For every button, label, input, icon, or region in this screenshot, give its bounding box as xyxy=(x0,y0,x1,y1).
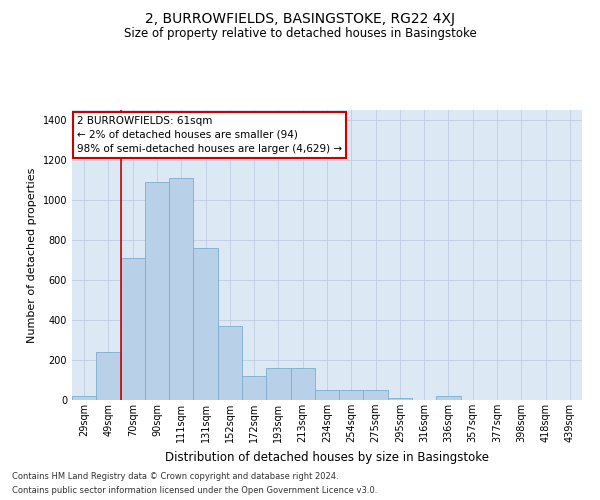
Bar xyxy=(315,390,339,400)
Bar xyxy=(145,182,169,400)
Text: 2 BURROWFIELDS: 61sqm
← 2% of detached houses are smaller (94)
98% of semi-detac: 2 BURROWFIELDS: 61sqm ← 2% of detached h… xyxy=(77,116,342,154)
Bar xyxy=(242,376,266,400)
Bar xyxy=(339,390,364,400)
Text: Contains HM Land Registry data © Crown copyright and database right 2024.: Contains HM Land Registry data © Crown c… xyxy=(12,472,338,481)
Bar xyxy=(266,368,290,400)
Bar xyxy=(72,396,96,400)
Y-axis label: Number of detached properties: Number of detached properties xyxy=(27,168,37,342)
X-axis label: Distribution of detached houses by size in Basingstoke: Distribution of detached houses by size … xyxy=(165,450,489,464)
Bar xyxy=(436,396,461,400)
Bar xyxy=(121,258,145,400)
Text: 2, BURROWFIELDS, BASINGSTOKE, RG22 4XJ: 2, BURROWFIELDS, BASINGSTOKE, RG22 4XJ xyxy=(145,12,455,26)
Bar xyxy=(218,326,242,400)
Text: Size of property relative to detached houses in Basingstoke: Size of property relative to detached ho… xyxy=(124,28,476,40)
Bar xyxy=(290,368,315,400)
Text: Contains public sector information licensed under the Open Government Licence v3: Contains public sector information licen… xyxy=(12,486,377,495)
Bar xyxy=(169,178,193,400)
Bar xyxy=(388,398,412,400)
Bar xyxy=(193,248,218,400)
Bar xyxy=(364,390,388,400)
Bar xyxy=(96,352,121,400)
